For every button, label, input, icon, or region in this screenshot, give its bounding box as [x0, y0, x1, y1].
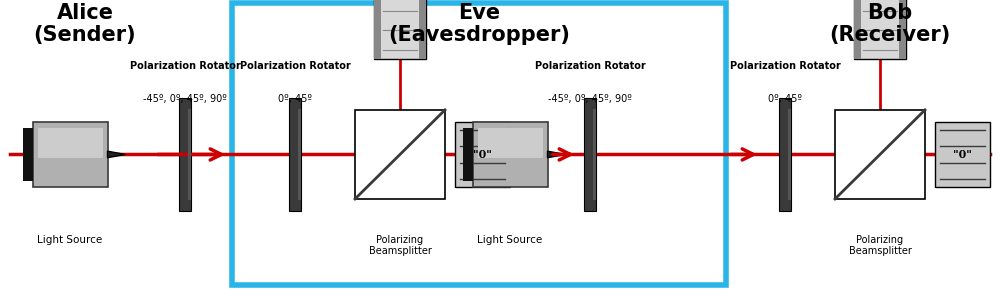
Text: Light Source: Light Source — [477, 235, 543, 245]
Bar — [355, 110, 445, 199]
Text: Alice
(Sender): Alice (Sender) — [34, 3, 136, 45]
Bar — [188, 109, 191, 200]
Text: -45º, 0º, 45º, 90º: -45º, 0º, 45º, 90º — [548, 94, 632, 104]
Text: Polarizing
Beamsplitter: Polarizing Beamsplitter — [849, 235, 911, 256]
Text: Polarization Rotator: Polarization Rotator — [240, 61, 350, 71]
Bar — [854, 0, 861, 59]
Bar — [33, 122, 108, 187]
Text: Polarization Rotator: Polarization Rotator — [535, 61, 645, 71]
Bar — [179, 98, 191, 211]
Bar — [298, 109, 301, 200]
Bar — [593, 109, 596, 200]
Text: "0": "0" — [473, 149, 491, 160]
Bar — [584, 98, 596, 211]
Bar — [374, 0, 426, 59]
Bar — [779, 98, 791, 211]
Bar — [473, 122, 548, 187]
Bar — [289, 98, 301, 211]
Bar — [23, 128, 33, 181]
Bar — [854, 0, 906, 59]
Text: -45º, 0º, 45º, 90º: -45º, 0º, 45º, 90º — [143, 94, 227, 104]
Text: 0º, 45º: 0º, 45º — [768, 94, 802, 104]
Bar — [835, 110, 925, 199]
Bar — [374, 0, 381, 59]
Text: Light Source: Light Source — [37, 235, 103, 245]
Text: Polarizing
Beamsplitter: Polarizing Beamsplitter — [369, 235, 431, 256]
Bar — [478, 128, 542, 158]
Bar — [454, 122, 510, 187]
Text: Eve
(Eavesdropper): Eve (Eavesdropper) — [388, 3, 570, 45]
Text: 0º, 45º: 0º, 45º — [278, 94, 312, 104]
Bar — [232, 3, 726, 285]
Text: "0": "0" — [953, 149, 971, 160]
Text: Polarization Rotator: Polarization Rotator — [130, 61, 240, 71]
Bar — [788, 109, 791, 200]
Bar — [934, 122, 990, 187]
Bar — [899, 0, 906, 59]
Text: Bob
(Receiver): Bob (Receiver) — [829, 3, 951, 45]
Text: Polarization Rotator: Polarization Rotator — [730, 61, 840, 71]
Polygon shape — [548, 151, 566, 158]
Bar — [419, 0, 426, 59]
Bar — [38, 128, 103, 158]
Polygon shape — [108, 151, 126, 158]
Bar — [462, 128, 473, 181]
